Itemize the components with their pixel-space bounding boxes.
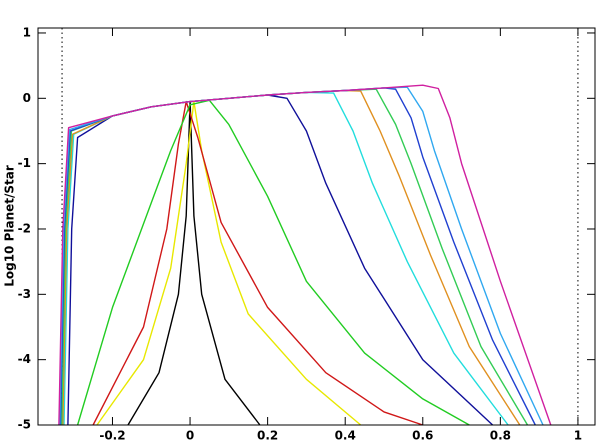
x-tick-label: 0.8	[490, 429, 511, 442]
y-tick-label: -1	[18, 156, 31, 170]
y-tick-label: -5	[18, 418, 31, 432]
data-line	[76, 99, 470, 426]
data-line	[127, 100, 261, 426]
y-tick-label: -3	[18, 287, 31, 301]
data-line	[96, 100, 362, 426]
data-line	[92, 100, 424, 426]
data-line	[58, 84, 552, 426]
x-tick-label: 0.6	[412, 429, 433, 442]
x-tick-label: 0.2	[257, 429, 278, 442]
y-tick-label: -2	[18, 221, 31, 235]
y-tick-label: 1	[23, 25, 31, 39]
x-tick-label: 0.4	[335, 429, 356, 442]
x-tick-label: 1	[574, 429, 582, 442]
plot-frame	[37, 27, 596, 426]
y-axis-label: Log10 Planet/Star	[3, 165, 17, 287]
x-tick-label: -0.2	[99, 429, 125, 442]
y-tick-label: 0	[23, 91, 31, 105]
x-tick-label: 0	[186, 429, 194, 442]
y-tick-label: -4	[18, 352, 31, 366]
